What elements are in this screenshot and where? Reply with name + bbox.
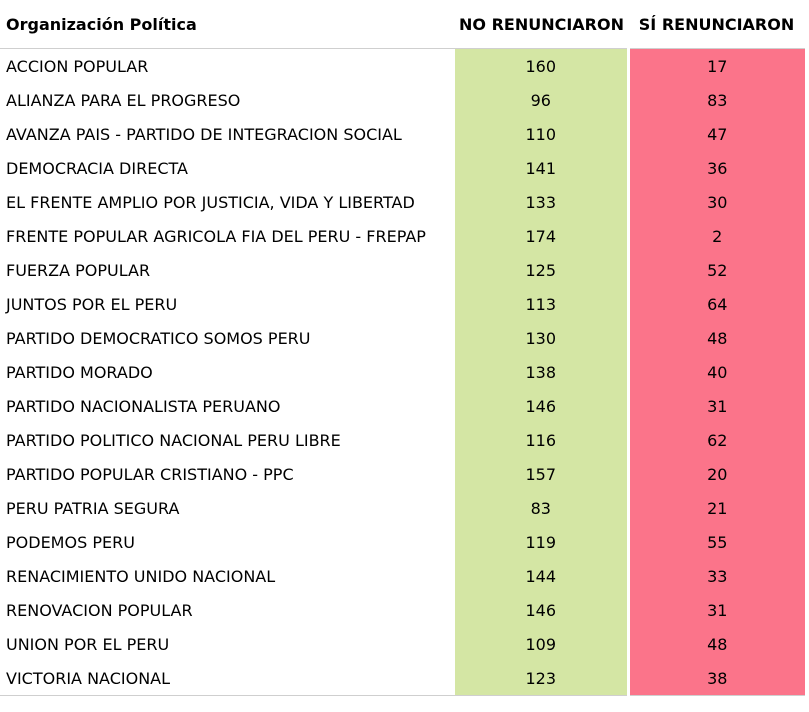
organization-name-cell: VICTORIA NACIONAL xyxy=(0,661,455,696)
table-row: FUERZA POPULAR 125 52 xyxy=(0,253,805,287)
column-header-no-renunciaron: NO RENUNCIARON xyxy=(455,0,628,49)
table-row: ACCION POPULAR 160 17 xyxy=(0,48,805,83)
table-row: PARTIDO DEMOCRATICO SOMOS PERU 130 48 xyxy=(0,321,805,355)
organization-name-cell: RENOVACION POPULAR xyxy=(6,600,193,620)
results-table: Organización Política NO RENUNCIARON SÍ … xyxy=(0,0,805,696)
column-header-si-renunciaron: SÍ RENUNCIARON xyxy=(628,0,805,49)
no-renunciaron-cell: 109 xyxy=(455,627,630,661)
si-renunciaron-cell: 48 xyxy=(628,321,805,355)
table-row: RENACIMIENTO UNIDO NACIONAL 144 33 xyxy=(0,559,805,593)
si-renunciaron-cell: 31 xyxy=(628,389,805,423)
no-renunciaron-cell: 146 xyxy=(455,593,630,627)
organization-name-cell: EL FRENTE AMPLIO POR JUSTICIA, VIDA Y LI… xyxy=(6,192,415,212)
column-header-organization: Organización Política xyxy=(0,0,455,49)
si-renunciaron-cell: 30 xyxy=(628,185,805,219)
no-renunciaron-cell: 113 xyxy=(455,287,630,321)
si-renunciaron-cell: 31 xyxy=(628,593,805,627)
table-row: PARTIDO POPULAR CRISTIANO - PPC 157 20 xyxy=(0,457,805,491)
si-renunciaron-cell: 20 xyxy=(628,457,805,491)
table-row: DEMOCRACIA DIRECTA 141 36 xyxy=(0,151,805,185)
organization-name-cell: UNION POR EL PERU xyxy=(6,634,170,654)
table-row: PARTIDO POLITICO NACIONAL PERU LIBRE 116 6… xyxy=(0,423,805,457)
si-renunciaron-cell: 64 xyxy=(628,287,805,321)
organization-name-cell: FUERZA POPULAR xyxy=(6,260,151,280)
organization-name-cell: PARTIDO POLITICO NACIONAL PERU LIBRE xyxy=(6,430,341,450)
table-row: EL FRENTE AMPLIO POR JUSTICIA, VIDA Y LI… xyxy=(0,185,805,219)
table-row: AVANZA PAIS - PARTIDO DE INTEGRACION SOC… xyxy=(0,117,805,151)
table-row: ALIANZA PARA EL PROGRESO 96 83 xyxy=(0,83,805,117)
organization-name-cell: RENACIMIENTO UNIDO NACIONAL xyxy=(6,566,276,586)
table-row: FRENTE POPULAR AGRICOLA FIA DEL PERU - F… xyxy=(0,219,805,253)
table-row: JUNTOS POR EL PERU 113 64 xyxy=(0,287,805,321)
organization-name-cell: FRENTE POPULAR AGRICOLA FIA DEL PERU - F… xyxy=(6,226,426,246)
si-renunciaron-cell: 21 xyxy=(628,491,805,525)
table-row: VICTORIA NACIONAL 123 38 xyxy=(0,661,805,696)
table-body: ACCION POPULAR 160 17 ALIANZA PARA EL PROGR… xyxy=(0,48,805,696)
no-renunciaron-cell: 123 xyxy=(455,661,630,696)
table-row: UNION POR EL PERU 109 48 xyxy=(0,627,805,661)
table-row: PARTIDO MORADO 138 40 xyxy=(0,355,805,389)
no-renunciaron-cell: 138 xyxy=(455,355,630,389)
no-renunciaron-cell: 157 xyxy=(455,457,630,491)
organization-name-cell: JUNTOS POR EL PERU xyxy=(6,294,178,314)
si-renunciaron-cell: 62 xyxy=(628,423,805,457)
no-renunciaron-cell: 125 xyxy=(455,253,630,287)
no-renunciaron-cell: 116 xyxy=(455,423,630,457)
no-renunciaron-cell: 133 xyxy=(455,185,630,219)
si-renunciaron-cell: 83 xyxy=(628,83,805,117)
table-row: RENOVACION POPULAR 146 31 xyxy=(0,593,805,627)
si-renunciaron-cell: 40 xyxy=(628,355,805,389)
no-renunciaron-cell: 119 xyxy=(455,525,630,559)
si-renunciaron-cell: 2 xyxy=(628,219,805,253)
organization-name-cell: AVANZA PAIS - PARTIDO DE INTEGRACION SOC… xyxy=(6,124,402,144)
organization-name-cell: PARTIDO NACIONALISTA PERUANO xyxy=(6,396,281,416)
organization-name-cell: PARTIDO POPULAR CRISTIANO - PPC xyxy=(6,464,294,484)
table-row: PODEMOS PERU 119 55 xyxy=(0,525,805,559)
table-header: Organización Política NO RENUNCIARON SÍ … xyxy=(0,0,805,49)
no-renunciaron-cell: 96 xyxy=(455,83,630,117)
organization-name-cell: PARTIDO DEMOCRATICO SOMOS PERU xyxy=(6,328,311,348)
table-row: PARTIDO NACIONALISTA PERUANO 146 31 xyxy=(0,389,805,423)
organization-name-cell: ACCION POPULAR xyxy=(6,56,149,76)
si-renunciaron-cell: 33 xyxy=(628,559,805,593)
no-renunciaron-cell: 174 xyxy=(455,219,630,253)
no-renunciaron-cell: 146 xyxy=(455,389,630,423)
no-renunciaron-cell: 160 xyxy=(455,48,630,83)
si-renunciaron-cell: 55 xyxy=(628,525,805,559)
organization-name-cell: ALIANZA PARA EL PROGRESO xyxy=(6,90,241,110)
organization-name-cell: DEMOCRACIA DIRECTA xyxy=(6,158,188,178)
table-row: PERU PATRIA SEGURA 83 21 xyxy=(0,491,805,525)
si-renunciaron-cell: 36 xyxy=(628,151,805,185)
si-renunciaron-cell: 47 xyxy=(628,117,805,151)
si-renunciaron-cell: 48 xyxy=(628,627,805,661)
no-renunciaron-cell: 144 xyxy=(455,559,630,593)
organization-name-cell: PODEMOS PERU xyxy=(6,532,135,552)
header-row: Organización Política NO RENUNCIARON SÍ … xyxy=(0,0,805,49)
si-renunciaron-cell: 38 xyxy=(628,661,805,696)
no-renunciaron-cell: 110 xyxy=(455,117,630,151)
no-renunciaron-cell: 141 xyxy=(455,151,630,185)
no-renunciaron-cell: 83 xyxy=(455,491,630,525)
si-renunciaron-cell: 17 xyxy=(628,48,805,83)
no-renunciaron-cell: 130 xyxy=(455,321,630,355)
organization-name-cell: PERU PATRIA SEGURA xyxy=(6,498,180,518)
organization-name-cell: PARTIDO MORADO xyxy=(6,362,153,382)
si-renunciaron-cell: 52 xyxy=(628,253,805,287)
